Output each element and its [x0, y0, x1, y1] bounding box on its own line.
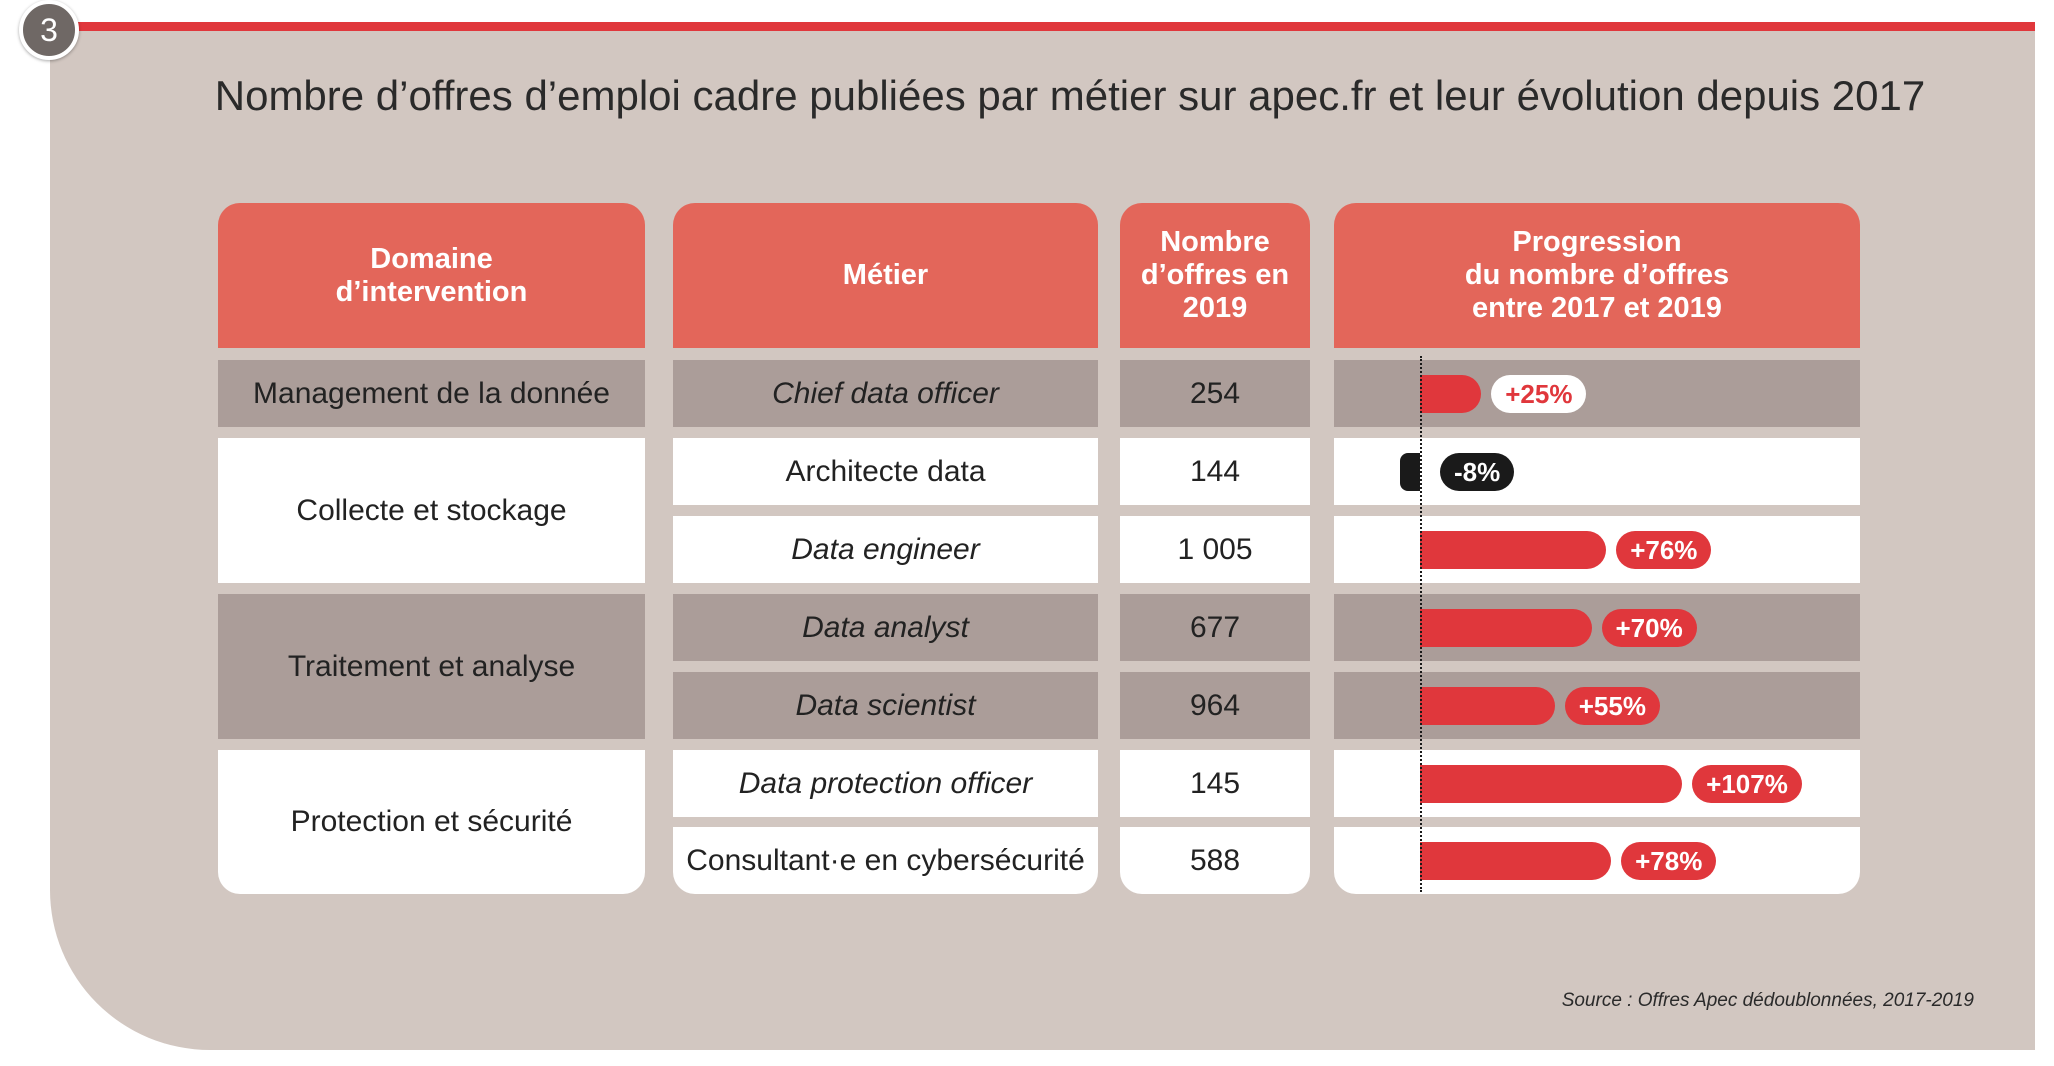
nombre-cell: 144: [1120, 438, 1310, 505]
metier-cell: Data scientist: [673, 672, 1098, 739]
domain-cell: Collecte et stockage: [218, 438, 645, 583]
progression-label: +78%: [1621, 841, 1717, 880]
header-progression: Progression du nombre d’offres entre 201…: [1334, 203, 1860, 348]
metier-cell: Data analyst: [673, 594, 1098, 661]
progression-cell: +107%: [1334, 750, 1860, 817]
metier-column: Métier Chief data officer Architecte data…: [673, 203, 1098, 894]
nombre-cell: 677: [1120, 594, 1310, 661]
domaine-column: Domaine d’intervention Management de la …: [218, 203, 645, 894]
progression-label: +55%: [1564, 686, 1660, 725]
zero-baseline: [1420, 356, 1422, 892]
nombre-cell: 588: [1120, 827, 1310, 894]
header-nombre: Nombre d’offres en 2019: [1120, 203, 1310, 348]
domain-cell: Protection et sécurité: [218, 750, 645, 894]
progression-cell: +25%: [1334, 360, 1860, 427]
progression-cell: +70%: [1334, 594, 1860, 661]
progression-bar: [1420, 608, 1592, 647]
progression-bar: [1420, 764, 1683, 803]
metier-cell: Architecte data: [673, 438, 1098, 505]
domain-cell: Traitement et analyse: [218, 594, 645, 739]
progression-label: +76%: [1616, 530, 1712, 569]
progression-cell: +55%: [1334, 672, 1860, 739]
metier-cell: Data engineer: [673, 516, 1098, 583]
metier-cell: Data protection officer: [673, 750, 1098, 817]
progression-cell: +76%: [1334, 516, 1860, 583]
domain-cell: Management de la donnée: [218, 360, 645, 427]
progression-label: +107%: [1692, 764, 1802, 803]
header-domaine: Domaine d’intervention: [218, 203, 645, 348]
progression-bar: [1420, 374, 1482, 413]
nombre-cell: 254: [1120, 360, 1310, 427]
progression-column: Progression du nombre d’offres entre 201…: [1334, 203, 1860, 894]
progression-bar: [1420, 530, 1607, 569]
progression-bar: [1420, 686, 1555, 725]
progression-label: +25%: [1491, 374, 1587, 413]
nombre-column: Nombre d’offres en 2019 254 144 1 005 677 96…: [1120, 203, 1310, 894]
progression-bar: [1400, 452, 1420, 491]
nombre-cell: 145: [1120, 750, 1310, 817]
header-metier: Métier: [673, 203, 1098, 348]
nombre-cell: 964: [1120, 672, 1310, 739]
top-rule: [66, 22, 2035, 31]
progression-label: +70%: [1601, 608, 1697, 647]
chart-title: Nombre d’offres d’emploi cadre publiées …: [214, 72, 1926, 119]
progression-cell: +78%: [1334, 827, 1860, 894]
figure-number-badge: 3: [19, 0, 79, 60]
metier-cell: Chief data officer: [673, 360, 1098, 427]
metier-cell: Consultant·e en cybersécurité: [673, 827, 1098, 894]
nombre-cell: 1 005: [1120, 516, 1310, 583]
source-note: Source : Offres Apec dédoublonnées, 2017…: [1561, 990, 1974, 1011]
progression-cell: -8%: [1334, 438, 1860, 505]
progression-label: -8%: [1440, 452, 1515, 491]
progression-bar: [1420, 841, 1612, 880]
